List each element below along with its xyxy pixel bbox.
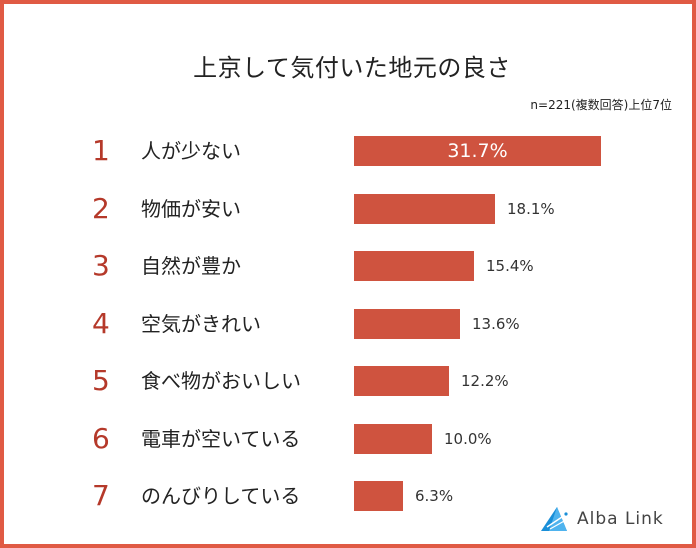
rank-number: 3 xyxy=(92,249,110,282)
value-label: 10.0% xyxy=(444,429,492,448)
brand-logo: Alba Link xyxy=(539,504,664,534)
category-label: 電車が空いている xyxy=(141,426,301,451)
category-label: 空気がきれい xyxy=(141,311,261,336)
value-label: 15.4% xyxy=(486,257,534,275)
chart-row: 5 食べ物がおいしい 12.2% xyxy=(4,364,696,398)
category-label: 物価が安い xyxy=(141,196,241,221)
rank-number: 7 xyxy=(92,479,110,512)
bar xyxy=(354,423,432,454)
rank-number: 4 xyxy=(92,306,110,340)
rank-number: 5 xyxy=(92,364,110,397)
chart-row: 6 電車が空いている 10.0% xyxy=(4,422,696,456)
sample-note: n=221(複数回答)上位7位 xyxy=(530,98,672,112)
brand-name: Alba Link xyxy=(577,509,664,529)
bar xyxy=(354,308,460,339)
value-label: 31.7% xyxy=(447,140,508,162)
category-label: 自然が豊か xyxy=(141,254,241,278)
category-label: 食べ物がおいしい xyxy=(141,369,301,393)
alba-link-logo-icon xyxy=(541,507,568,531)
chart-row: 4 空気がきれい 13.6% xyxy=(4,307,696,341)
rank-number: 6 xyxy=(92,421,110,455)
chart-row: 2 物価が安い 18.1% xyxy=(4,192,696,226)
chart-title: 上京して気付いた地元の良さ xyxy=(193,54,511,82)
category-label: のんびりしている xyxy=(141,484,301,508)
bar xyxy=(354,251,474,281)
bar xyxy=(354,481,403,511)
bar: 31.7% xyxy=(354,136,601,166)
value-label: 12.2% xyxy=(461,372,509,390)
bar xyxy=(354,366,449,396)
chart-row: 3 自然が豊か 15.4% xyxy=(4,249,696,283)
chart-row: 1 人が少ない 31.7% xyxy=(4,134,696,168)
rank-number: 2 xyxy=(92,191,110,225)
value-label: 13.6% xyxy=(472,314,520,333)
value-label: 18.1% xyxy=(507,199,555,218)
bar xyxy=(354,193,495,224)
category-label: 人が少ない xyxy=(141,139,241,163)
value-label: 6.3% xyxy=(415,487,454,505)
rank-number: 1 xyxy=(92,134,110,167)
chart-row: 7 のんびりしている 6.3% xyxy=(4,479,696,513)
